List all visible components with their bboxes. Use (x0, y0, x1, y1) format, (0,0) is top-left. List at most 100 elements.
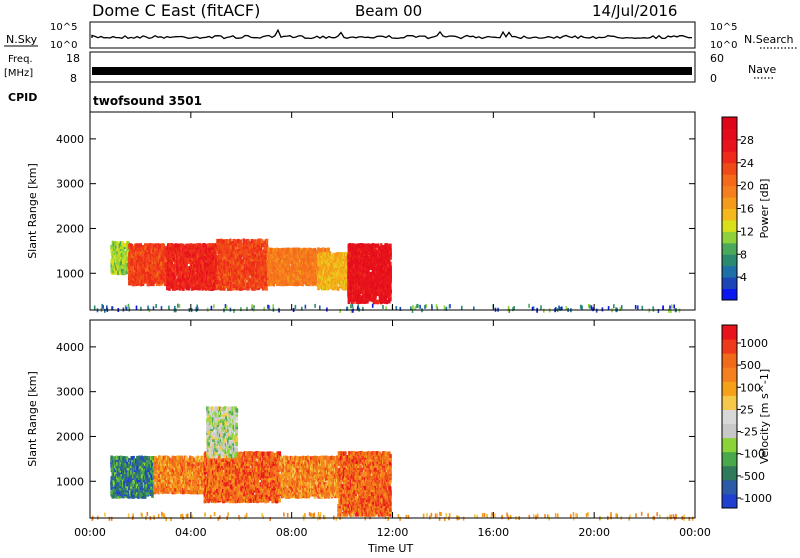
sporadic-echo (128, 304, 130, 308)
sporadic-echo (436, 304, 438, 308)
sporadic-echo (461, 306, 463, 310)
echo-cell (261, 239, 264, 243)
sporadic-echo (155, 304, 157, 308)
sporadic-echo (168, 306, 170, 310)
sporadic-echo (102, 305, 104, 309)
echo-cell (146, 456, 149, 460)
cpid-program: twofsound 3501 (93, 94, 202, 108)
freq-trace (92, 67, 692, 75)
sporadic-echo (592, 307, 594, 311)
sporadic-echo (251, 304, 253, 308)
sporadic-echo (104, 309, 106, 313)
echo-cell (389, 289, 392, 293)
nave-tick-bottom: 0 (710, 72, 717, 85)
echo-cell (237, 239, 240, 243)
sporadic-echo (679, 309, 681, 313)
echo-cell (140, 243, 143, 247)
echo-cell (157, 272, 160, 276)
sporadic-echo (588, 304, 590, 308)
nave-tick-top: 60 (710, 52, 724, 65)
echo-cell (266, 243, 269, 247)
freq-label-2: [MHz] (4, 68, 33, 79)
sporadic-echo (372, 304, 374, 308)
sporadic-echo (147, 306, 149, 310)
plot-title: Dome C East (fitACF) (92, 1, 260, 20)
sporadic-echo (536, 309, 538, 313)
echo-cell (337, 287, 340, 291)
y-tick-label: 1000 (56, 267, 84, 280)
freq-tick-top: 18 (66, 52, 80, 65)
echo-cell (150, 282, 153, 286)
sporadic-echo (668, 309, 670, 313)
echo-cell (167, 456, 170, 460)
sporadic-echo (602, 307, 604, 311)
echo-cell (293, 248, 296, 252)
echo-cell (193, 264, 196, 268)
sporadic-echo (513, 306, 515, 310)
sporadic-echo (596, 309, 598, 313)
sporadic-echo (319, 306, 321, 310)
echo-cell (185, 264, 188, 268)
noise-line (92, 30, 692, 38)
sporadic-echo (431, 306, 433, 310)
sporadic-echo (528, 304, 530, 308)
echo-cell (332, 253, 335, 257)
beam-label: Beam 00 (355, 2, 422, 20)
echo-cell (389, 265, 392, 269)
sporadic-echo (424, 305, 426, 309)
freq-tick-bottom: 8 (70, 72, 77, 85)
sporadic-echo (671, 304, 673, 308)
echo-cell (317, 247, 320, 251)
sporadic-echo (540, 305, 542, 309)
nsky-label: N.Sky (6, 33, 38, 46)
sporadic-echo (314, 304, 316, 308)
echo-cell (247, 276, 250, 280)
cpid-label: CPID (8, 91, 37, 104)
sporadic-echo (382, 305, 384, 309)
echo-cell (265, 287, 268, 291)
nsearch-scale-top: 10^5 (710, 22, 737, 33)
sporadic-echo (613, 304, 615, 308)
y-axis-label: Slant Range [km] (26, 163, 39, 259)
echo-cell (188, 286, 191, 290)
echo-cell (389, 244, 392, 248)
sporadic-echo (444, 306, 446, 310)
nsearch-label: N.Search (744, 33, 794, 46)
sporadic-echo (295, 305, 297, 309)
echo-cell (199, 243, 202, 247)
sporadic-echo (177, 304, 179, 308)
sporadic-echo (352, 309, 354, 313)
sporadic-echo (581, 306, 583, 310)
echo-cell (266, 239, 269, 243)
y-tick-label: 4000 (56, 133, 84, 146)
sporadic-echo (591, 305, 593, 309)
freq-label-1: Freq. (8, 54, 33, 65)
echo-cell (389, 262, 392, 266)
nsearch-scale-bottom: 10^0 (710, 40, 737, 51)
echo-cell (247, 239, 250, 243)
sporadic-echo (196, 305, 198, 309)
sporadic-echo (267, 305, 269, 309)
sporadic-echo (350, 304, 352, 308)
date-label: 14/Jul/2016 (592, 2, 677, 20)
sporadic-echo (419, 305, 421, 309)
sporadic-echo (412, 305, 414, 309)
sporadic-echo (305, 305, 307, 309)
noise-panel (90, 22, 695, 48)
sporadic-echo (637, 305, 639, 309)
nave-label: Nave (748, 63, 776, 76)
sporadic-echo (642, 306, 644, 310)
sporadic-echo (543, 309, 545, 313)
sporadic-echo (240, 307, 242, 311)
echo-cell (364, 270, 367, 274)
nsky-scale-top: 10^5 (50, 22, 77, 33)
sporadic-echo (136, 306, 138, 310)
sporadic-echo (211, 306, 213, 310)
echo-cell (251, 239, 254, 243)
echo-cell (364, 274, 367, 278)
sporadic-echo (272, 304, 274, 308)
